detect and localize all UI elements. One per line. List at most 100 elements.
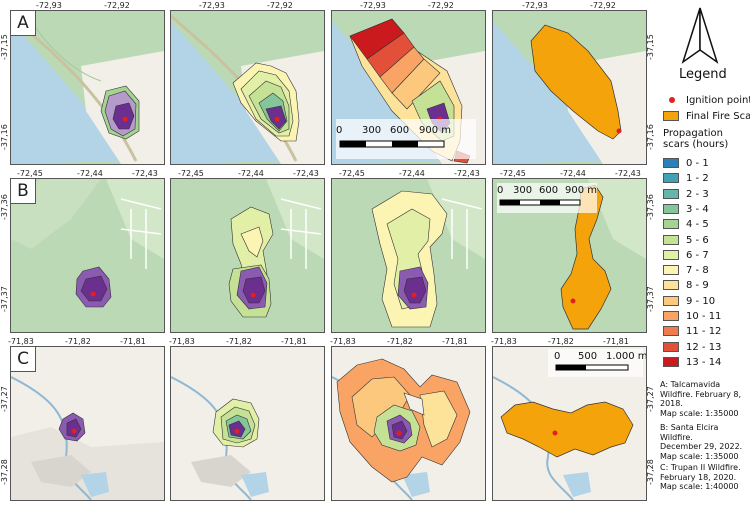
propagation-scar <box>75 266 112 308</box>
propagation-title: scars (hours) <box>663 139 729 150</box>
ignition-point-icon <box>71 428 77 434</box>
scale-bar: 0 300 600 900 m <box>336 119 476 159</box>
legend-swatch <box>663 326 679 337</box>
legend-swatch <box>663 341 679 352</box>
scale-bar-graphic <box>339 140 445 148</box>
coord-label: -71,82 <box>226 337 252 346</box>
coord-label: -72,45 <box>178 169 204 178</box>
caption-line: Map scale: 1:35000 <box>660 451 739 461</box>
coord-label: -71,81 <box>281 337 307 346</box>
caption-line: February 18, 2020. <box>660 472 737 482</box>
legend-swatch <box>663 234 679 245</box>
legend-swatch <box>663 203 679 214</box>
propagation-scar <box>100 85 140 140</box>
caption-line: C: Trupan II Wildfire. <box>660 463 741 472</box>
coord-label: -71,81 <box>442 337 468 346</box>
propagation-scar <box>336 358 471 483</box>
final-fire-scar <box>500 401 634 458</box>
row-label-a: A <box>10 10 36 36</box>
scale-bar: 0 300 600 900 m <box>497 183 597 213</box>
legend-label: 7 - 8 <box>686 265 709 277</box>
row-label-b: B <box>10 178 36 204</box>
coord-label: -72,93 <box>199 1 225 10</box>
legend-label: 0 - 1 <box>686 158 709 169</box>
coord-label: -72,44 <box>238 169 264 178</box>
legend-swatch <box>663 173 679 184</box>
legend-label: 9 - 10 <box>686 295 716 307</box>
legend-label: 6 - 7 <box>686 249 709 261</box>
map-panel-a2 <box>170 10 325 165</box>
coord-label: -72,92 <box>428 1 454 10</box>
ignition-point-icon <box>250 292 256 298</box>
coord-label: -71,82 <box>548 337 574 346</box>
legend-swatch <box>663 280 679 291</box>
coord-label: -72,45 <box>500 169 526 178</box>
scale-label: 600 <box>390 125 410 136</box>
map-panel-a1 <box>10 10 165 165</box>
map-panel-b1 <box>10 178 165 333</box>
propagation-scar <box>58 412 86 442</box>
caption-line: 2018. <box>660 399 683 409</box>
legend-swatch <box>663 295 679 306</box>
scale-label: 600 <box>539 185 559 196</box>
scale-label: 300 <box>362 125 382 136</box>
propagation-scar <box>228 206 274 318</box>
ignition-point-icon <box>570 298 576 304</box>
coord-label: -72,92 <box>104 1 130 10</box>
propagation-scar <box>232 62 300 142</box>
map-panel-b4: 0 300 600 900 m <box>492 178 647 333</box>
coord-label: -37,27 <box>646 386 655 412</box>
coord-label: -71,83 <box>8 337 34 346</box>
coord-label: -72,44 <box>399 169 425 178</box>
coord-label: -72,92 <box>590 1 616 10</box>
coord-label: -37,16 <box>646 124 655 150</box>
coord-label: -71,82 <box>65 337 91 346</box>
caption-line: Map scale: 1:40000 <box>660 482 739 492</box>
scale-label: 500 <box>578 351 598 362</box>
basemap <box>171 179 324 332</box>
propagation-title: Propagation <box>663 128 723 139</box>
row-label-c: C <box>10 346 36 372</box>
coord-label: -72,44 <box>560 169 586 178</box>
caption-line: December 29, 2022. <box>660 442 743 452</box>
scale-bar-graphic <box>555 364 629 371</box>
coord-label: -72,93 <box>36 1 62 10</box>
coord-label: -71,83 <box>169 337 195 346</box>
coord-label: -37,37 <box>646 286 655 312</box>
map-panel-c1 <box>10 346 165 501</box>
legend-label: 13 - 14 <box>686 356 722 368</box>
coord-label: -37,28 <box>0 459 9 485</box>
propagation-scar <box>212 398 260 448</box>
coord-label: -71,83 <box>491 337 517 346</box>
coord-label: -71,82 <box>387 337 413 346</box>
legend-label: 1 - 2 <box>686 173 709 185</box>
caption-a: A: Talcamavida Wildfire. February 8, 201… <box>660 380 750 418</box>
ignition-point-icon <box>234 428 240 434</box>
coord-label: -71,81 <box>603 337 629 346</box>
coord-label: -72,45 <box>339 169 365 178</box>
map-panel-a3: 0 300 600 900 m <box>331 10 486 165</box>
ignition-point-icon <box>616 128 622 134</box>
legend-label: 12 - 13 <box>686 341 722 353</box>
coord-label: -72,43 <box>615 169 641 178</box>
scale-label: 900 m <box>419 125 452 136</box>
map-panel-a4 <box>492 10 647 165</box>
scale-label: 900 m <box>565 185 598 196</box>
scale-label: 0 <box>336 125 343 136</box>
final-fire-scar <box>530 24 622 140</box>
legend-label: 8 - 9 <box>686 280 709 292</box>
coord-label: -72,43 <box>293 169 319 178</box>
caption-line: Map scale: 1:35000 <box>660 408 739 418</box>
basemap <box>11 347 164 500</box>
scale-bar: 0 500 1.000 m <box>548 349 646 377</box>
coord-label: -72,92 <box>267 1 293 10</box>
legend-swatch <box>663 265 679 276</box>
legend-label: 4 - 5 <box>686 219 709 231</box>
legend-label: 11 - 12 <box>686 326 722 338</box>
legend-swatch <box>663 219 679 230</box>
coord-label: -37,37 <box>0 286 9 312</box>
scale-label: 300 <box>513 185 533 196</box>
caption-line: B: Santa Elcira Wildfire. <box>660 423 719 442</box>
coord-label: -37,15 <box>646 34 655 60</box>
ignition-point-icon <box>396 430 402 436</box>
